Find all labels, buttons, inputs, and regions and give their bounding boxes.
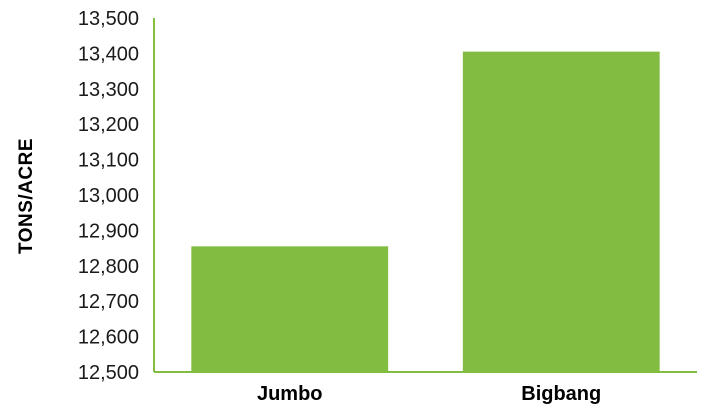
bars-group bbox=[191, 51, 660, 372]
x-tick-label: Bigbang bbox=[521, 383, 601, 405]
bar-jumbo bbox=[191, 246, 389, 372]
y-tick-label: 12,500 bbox=[78, 362, 139, 384]
y-tick-label: 13,100 bbox=[78, 150, 139, 172]
y-tick-label: 12,600 bbox=[78, 327, 139, 349]
y-tick-label: 13,500 bbox=[78, 8, 139, 30]
y-tick-label: 12,900 bbox=[78, 220, 139, 242]
bar-bigbang bbox=[462, 51, 660, 372]
y-tick-label: 12,700 bbox=[78, 291, 139, 313]
y-tick-labels: 12,500 12,600 12,700 12,800 12,900 13,000 13,1… bbox=[78, 8, 139, 384]
y-tick-label: 12,800 bbox=[78, 256, 139, 278]
y-tick-label: 13,300 bbox=[78, 79, 139, 101]
y-tick-label: 13,000 bbox=[78, 185, 139, 207]
x-tick-label: Jumbo bbox=[257, 383, 323, 405]
y-tick-label: 13,400 bbox=[78, 43, 139, 65]
y-tick-label: 13,200 bbox=[78, 114, 139, 136]
y-axis-title: TONS/ACRE bbox=[16, 138, 37, 254]
x-category-labels: Jumbo Bigbang bbox=[257, 383, 601, 405]
